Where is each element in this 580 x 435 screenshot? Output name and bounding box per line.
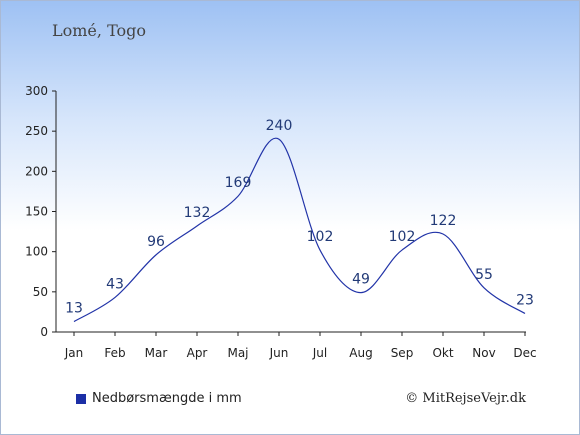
data-label: 240 [266, 118, 293, 134]
data-label: 169 [225, 175, 252, 191]
y-tick-label: 300 [25, 84, 48, 98]
data-label: 132 [184, 205, 211, 221]
data-label: 13 [65, 301, 83, 317]
y-tick-label: 100 [25, 245, 48, 259]
y-tick-label: 250 [25, 124, 48, 138]
data-label: 96 [147, 234, 165, 250]
x-tick-label: Apr [187, 346, 208, 360]
x-tick-label: Dec [513, 346, 536, 360]
data-label: 122 [430, 213, 457, 229]
y-tick-label: 150 [25, 205, 48, 219]
series-line [73, 137, 526, 323]
data-label: 43 [106, 276, 124, 292]
data-label: 23 [516, 293, 534, 309]
x-tick-label: Maj [227, 346, 248, 360]
y-tick-label: 0 [40, 325, 48, 339]
y-tick-label: 200 [25, 164, 48, 178]
x-tick-label: Aug [349, 346, 372, 360]
x-tick-label: Sep [391, 346, 414, 360]
data-label: 55 [475, 267, 493, 283]
y-tick-label: 50 [33, 285, 48, 299]
data-label: 49 [352, 272, 370, 288]
x-tick-label: Jan [64, 346, 84, 360]
x-tick-label: Mar [145, 346, 168, 360]
x-tick-label: Jun [269, 346, 289, 360]
legend-swatch [76, 393, 86, 404]
x-tick-label: Feb [104, 346, 125, 360]
x-tick-label: Okt [432, 346, 453, 360]
data-label: 102 [389, 229, 416, 245]
legend: Nedbørsmængde i mm [76, 391, 242, 406]
data-label: 102 [307, 229, 334, 245]
copyright-text: © MitRejseVejr.dk [405, 391, 526, 406]
legend-label: Nedbørsmængde i mm [92, 391, 242, 406]
x-tick-label: Nov [472, 346, 495, 360]
x-tick-label: Jul [312, 346, 327, 360]
chart-title: Lomé, Togo [52, 21, 147, 40]
